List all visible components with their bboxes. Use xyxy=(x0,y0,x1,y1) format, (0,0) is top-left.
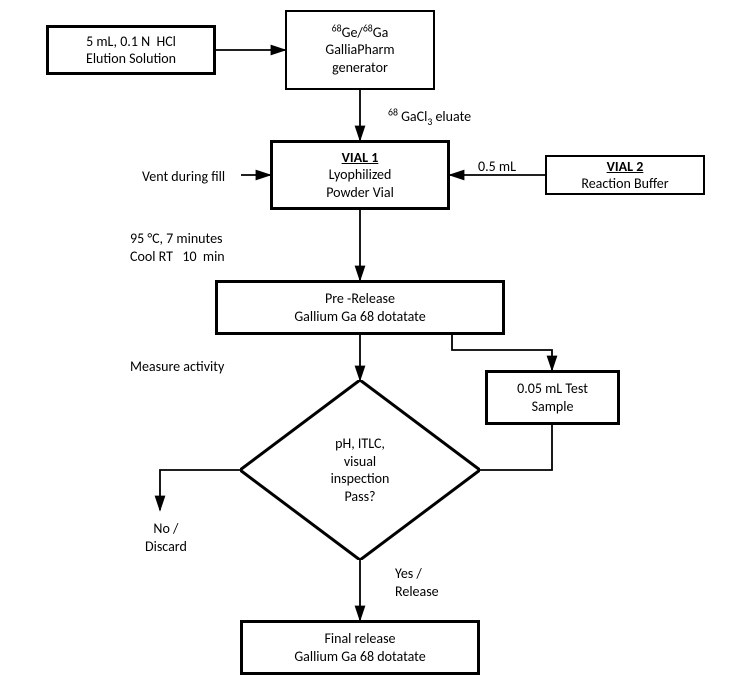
label-measure: Measure activity xyxy=(130,358,224,376)
decision-qc-text: pH, ITLC,visualinspectionPass? xyxy=(331,435,390,505)
decision-qc: pH, ITLC,visualinspectionPass? xyxy=(240,380,480,560)
label-yes-release: Yes /Release xyxy=(395,565,439,600)
label-no-discard: No /Discard xyxy=(145,520,187,555)
node-test-sample: 0.05 mL TestSample xyxy=(485,370,620,425)
label-heatcool: 95 °C, 7 minutesCool RT 10 min xyxy=(130,230,225,265)
node-prerelease-text: Pre -ReleaseGallium Ga 68 dotatate xyxy=(294,290,425,325)
node-elution-text: 5 mL, 0.1 N HClElution Solution xyxy=(86,33,176,68)
node-vial1: VIAL 1LyophilizedPowder Vial xyxy=(270,140,450,210)
node-vial1-text: VIAL 1LyophilizedPowder Vial xyxy=(326,149,394,202)
node-vial2-text: VIAL 2Reaction Buffer xyxy=(581,158,668,193)
node-prerelease: Pre -ReleaseGallium Ga 68 dotatate xyxy=(215,280,505,335)
node-generator-text: 68Ge/68GaGalliaPharmgenerator xyxy=(325,24,394,77)
node-elution: 5 mL, 0.1 N HClElution Solution xyxy=(46,25,216,75)
label-vent: Vent during fill xyxy=(142,168,225,186)
label-halfml: 0.5 mL xyxy=(478,158,516,176)
node-vial2: VIAL 2Reaction Buffer xyxy=(545,155,705,195)
node-final-release: Final releaseGallium Ga 68 dotatate xyxy=(240,620,480,675)
node-generator: 68Ge/68GaGalliaPharmgenerator xyxy=(285,10,435,90)
flow-arrows xyxy=(0,0,754,690)
node-test-sample-text: 0.05 mL TestSample xyxy=(517,380,588,415)
node-final-release-text: Final releaseGallium Ga 68 dotatate xyxy=(294,630,425,665)
label-eluate: 68 GaCl3 eluate xyxy=(388,108,471,126)
